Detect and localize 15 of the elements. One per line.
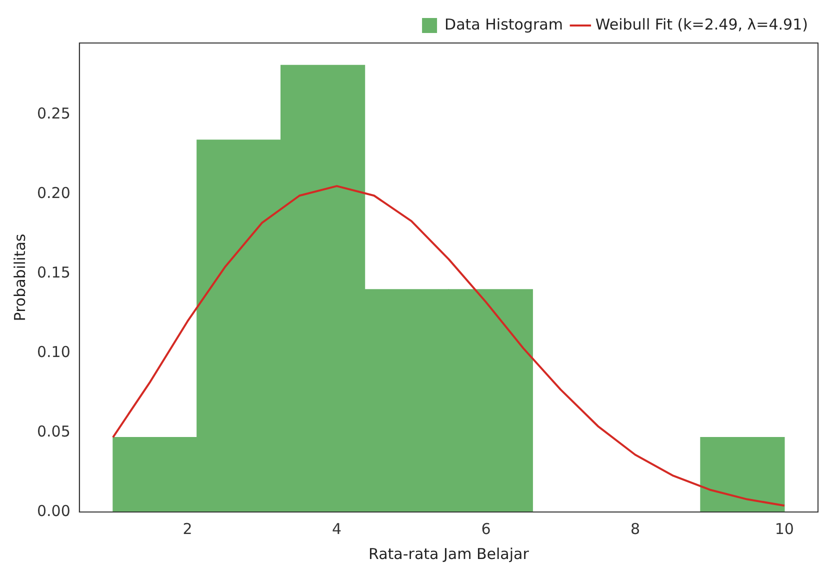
x-axis-title: Rata-rata Jam Belajar — [368, 544, 530, 563]
x-tick-label: 6 — [481, 520, 491, 538]
x-tick-label: 8 — [630, 520, 640, 538]
y-axis-title: Probabilitas — [10, 234, 29, 322]
legend-label: Data Histogram — [444, 15, 563, 34]
y-tick-label: 0.10 — [36, 342, 70, 361]
legend-label: Weibull Fit (k=2.49, λ=4.91) — [595, 15, 808, 34]
y-tick-label: 0.00 — [36, 502, 70, 520]
y-tick-label: 0.20 — [36, 184, 70, 202]
x-tick-label: 2 — [182, 520, 192, 538]
y-tick-label: 0.05 — [36, 422, 70, 440]
x-tick-label: 4 — [332, 520, 342, 538]
x-tick-label: 10 — [774, 520, 794, 538]
y-tick-label: 0.15 — [36, 263, 70, 282]
y-tick-label: 0.25 — [36, 104, 70, 122]
